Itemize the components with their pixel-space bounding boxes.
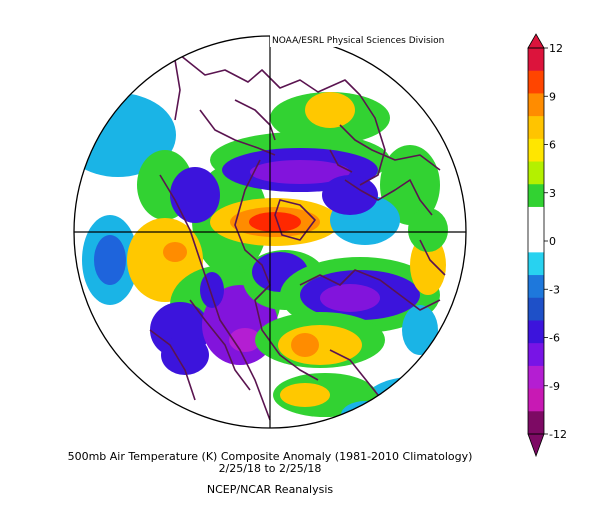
colorbar-labels: 12 9 6 3 0 -3 -6 -9 -12 xyxy=(544,42,567,441)
anomaly-field xyxy=(74,92,466,428)
anomaly-region xyxy=(341,401,389,428)
anomaly-region xyxy=(305,92,355,128)
graticule xyxy=(74,36,466,428)
colorbar-segment xyxy=(528,161,544,185)
anomaly-region xyxy=(250,160,350,184)
colorbar-segment xyxy=(528,116,544,140)
colorbar-segment xyxy=(528,252,544,276)
colorbar-segment xyxy=(528,229,544,253)
anomaly-region xyxy=(365,376,466,424)
colorbar-segment xyxy=(528,93,544,117)
colorbar-segment xyxy=(528,320,544,344)
anomaly-region xyxy=(320,284,380,312)
anomaly-region xyxy=(170,167,220,223)
anomaly-region xyxy=(402,305,438,355)
colorbar-tick-label: 0 xyxy=(549,235,556,248)
colorbar-tick-label: 3 xyxy=(549,187,556,200)
colorbar-segment xyxy=(528,365,544,390)
anomaly-region xyxy=(249,212,301,232)
colorbar-segment xyxy=(528,275,544,299)
caption-source: NCEP/NCAR Reanalysis xyxy=(206,483,334,496)
colorbar-segment xyxy=(528,48,544,72)
colorbar-tick-label: 12 xyxy=(549,42,563,55)
credit-background xyxy=(270,33,470,47)
anomaly-region xyxy=(161,335,209,375)
colorbar-segment xyxy=(528,297,544,321)
anomaly-region xyxy=(280,383,330,407)
colorbar-segment xyxy=(528,70,544,94)
colorbar-tick-label: 6 xyxy=(549,139,556,152)
anomaly-region xyxy=(410,235,446,295)
anomaly-region xyxy=(163,242,187,262)
colorbar-tick-label: -9 xyxy=(549,380,560,393)
colorbar-segment xyxy=(528,343,544,367)
colorbar-segment xyxy=(528,138,544,163)
colorbar-tick-label: -3 xyxy=(549,283,560,296)
colorbar-tick-label: -6 xyxy=(549,332,560,345)
credit-text: NOAA/ESRL Physical Sciences Division xyxy=(272,36,445,46)
colorbar xyxy=(527,33,545,458)
caption-date-range: 2/25/18 to 2/25/18 xyxy=(218,462,322,475)
colorbar-segment xyxy=(528,184,544,208)
anomaly-region xyxy=(94,235,126,285)
colorbar-tick-label: 9 xyxy=(549,90,556,103)
anomaly-region xyxy=(291,333,319,357)
colorbar-segment xyxy=(528,411,544,435)
caption-title: 500mb Air Temperature (K) Composite Anom… xyxy=(67,450,473,463)
colorbar-tick-label: -12 xyxy=(549,428,567,441)
anomaly-region xyxy=(200,272,224,308)
colorbar-top-arrow xyxy=(527,33,545,49)
anomaly-region xyxy=(408,208,448,252)
colorbar-segment xyxy=(528,388,544,412)
anomaly-region xyxy=(322,175,378,215)
colorbar-segment xyxy=(528,206,544,231)
